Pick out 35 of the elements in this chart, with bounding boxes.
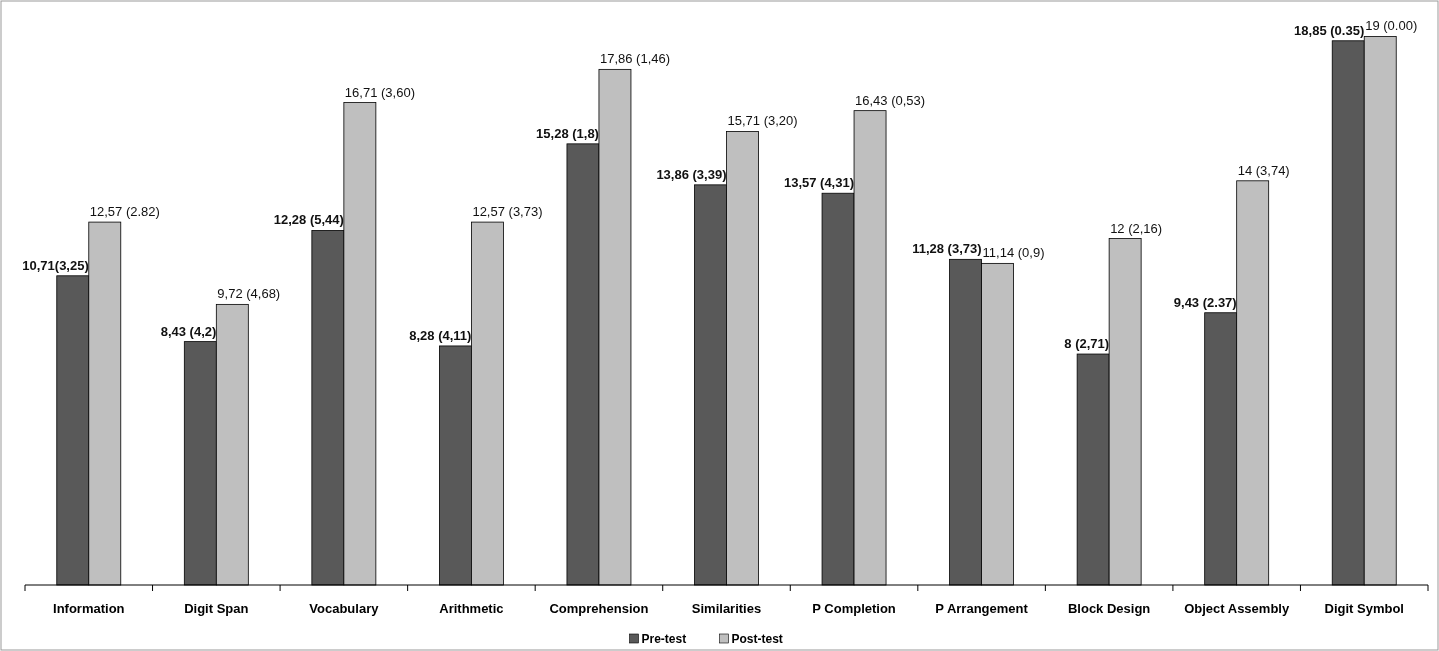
data-label: 9,72 (4,68) <box>217 286 281 302</box>
data-label: 18,85 (0.35) <box>1294 22 1365 38</box>
data-label: 16,43 (0,53) <box>855 92 926 108</box>
data-label: 13,57 (4,31) <box>783 175 855 191</box>
x-tick-label: Digit Symbol <box>1324 601 1404 616</box>
data-label: 12,57 (3,73) <box>472 204 543 220</box>
data-label: 12 (2,16) <box>1110 220 1163 236</box>
data-label: 11,14 (0,9) <box>982 245 1045 261</box>
data-label: 15,71 (3,20) <box>727 113 798 129</box>
data-label: 12,28 (5,44) <box>273 212 344 228</box>
data-label: 8 (2,71) <box>1064 336 1110 352</box>
data-label: 19 (0.00) <box>1365 18 1418 34</box>
x-tick-label: Object Assembly <box>1184 601 1290 616</box>
data-label: 9,43 (2.37) <box>1173 294 1237 310</box>
x-tick-label: P Completion <box>812 601 896 616</box>
x-tick-label: Vocabulary <box>309 601 380 616</box>
data-label: 16,71 (3,60) <box>344 84 415 100</box>
x-tick-label: Comprehension <box>549 601 649 616</box>
x-tick-label: Similarities <box>691 601 762 616</box>
data-label: 17,86 (1,46) <box>599 51 671 67</box>
x-tick-label: P Arrangement <box>935 601 1029 616</box>
data-label: 8,28 (4,11) <box>409 327 472 343</box>
legend-label: Post-test <box>731 632 783 646</box>
x-tick-label: Information <box>53 601 125 616</box>
data-label: 13,86 (3,39) <box>656 166 727 182</box>
data-label: 8,43 (4,2) <box>160 323 217 339</box>
data-label: 12,57 (2.82) <box>89 204 160 220</box>
x-tick-label: Arithmetic <box>439 601 504 616</box>
x-tick-label: Digit Span <box>184 601 249 616</box>
data-label: 15,28 (1,8) <box>536 125 599 141</box>
x-tick-label: Block Design <box>1067 601 1151 616</box>
data-label: 14 (3,74) <box>1237 162 1290 178</box>
data-label: 11,28 (3,73) <box>912 241 982 257</box>
data-label: 10,71(3,25) <box>22 257 89 273</box>
legend-label: Pre-test <box>641 632 687 646</box>
